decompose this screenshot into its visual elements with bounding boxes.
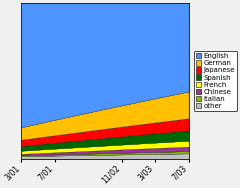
Legend: English, German, Japanese, Spanish, French, Chinese, Italian, other: English, German, Japanese, Spanish, Fren… — [194, 51, 237, 111]
